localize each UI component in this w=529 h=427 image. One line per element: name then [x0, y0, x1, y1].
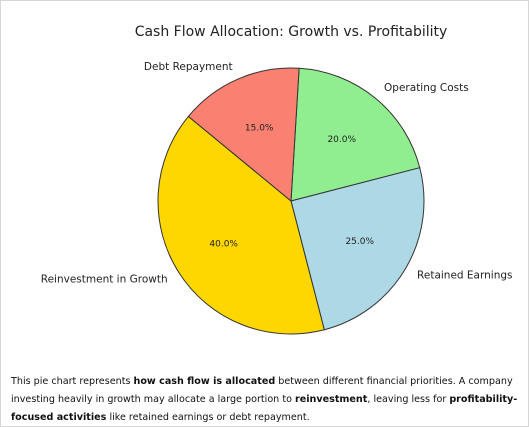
caption-bold-text: profitability-focused activities: [11, 394, 518, 423]
chart: Cash Flow Allocation: Growth vs. Profita…: [41, 24, 512, 335]
caption-text: , leaving less for: [367, 394, 450, 405]
slice-value-label: 20.0%: [327, 135, 356, 145]
slice-label: Operating Costs: [384, 82, 469, 94]
slice-label: Retained Earnings: [417, 269, 512, 281]
pie-slice: [187, 67, 300, 203]
pie-slice: [290, 67, 421, 202]
caption-text: This pie chart represents: [11, 376, 134, 387]
caption-bold-text: how cash flow is allocated: [133, 376, 276, 387]
caption-bold-text: reinvestment: [295, 394, 368, 405]
caption: This pie chart represents how cash flow …: [11, 373, 519, 427]
slice-label: Reinvestment in Growth: [41, 274, 168, 286]
pie-slice: [157, 115, 325, 335]
chart-title: Cash Flow Allocation: Growth vs. Profita…: [135, 24, 448, 40]
caption-text: like retained earnings or debt repayment…: [106, 412, 310, 423]
slice-value-label: 25.0%: [345, 237, 374, 247]
slice-value-label: 40.0%: [209, 239, 238, 249]
slice-value-label: 15.0%: [245, 123, 274, 133]
pie-slice: [290, 167, 425, 331]
caption-text: between different financial priorities. …: [11, 376, 513, 405]
slice-label: Debt Repayment: [144, 61, 233, 73]
